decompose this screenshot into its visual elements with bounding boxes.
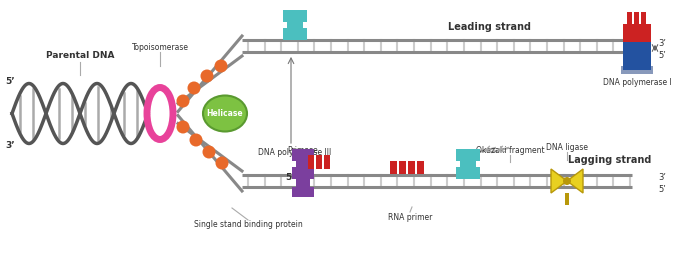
Bar — [390, 161, 397, 174]
Bar — [623, 42, 651, 70]
Bar — [621, 66, 653, 74]
Bar — [417, 161, 424, 174]
Polygon shape — [567, 169, 583, 193]
Text: 3’: 3’ — [5, 141, 15, 150]
Bar — [283, 10, 307, 22]
Text: DNA ligase: DNA ligase — [546, 143, 588, 152]
Text: 5’: 5’ — [658, 50, 666, 60]
Circle shape — [188, 81, 200, 95]
Circle shape — [202, 146, 216, 158]
Bar — [456, 167, 480, 179]
Text: 5’: 5’ — [5, 77, 15, 86]
Text: Leading strand: Leading strand — [448, 22, 532, 32]
Circle shape — [216, 157, 229, 169]
Text: RNA primer: RNA primer — [388, 213, 432, 222]
Bar — [634, 12, 639, 24]
Bar — [623, 24, 651, 42]
Bar — [296, 161, 310, 167]
Text: 5’: 5’ — [658, 186, 666, 195]
Bar — [292, 149, 314, 161]
Bar — [283, 28, 307, 40]
Bar — [456, 149, 480, 161]
Text: DNA polymerase III: DNA polymerase III — [258, 148, 332, 157]
Circle shape — [215, 60, 227, 73]
Circle shape — [177, 120, 189, 134]
Polygon shape — [551, 169, 567, 193]
Circle shape — [563, 177, 571, 185]
Circle shape — [189, 134, 202, 146]
Bar — [399, 161, 406, 174]
Bar — [565, 193, 569, 205]
Text: 5’: 5’ — [285, 172, 295, 181]
Text: Helicase: Helicase — [207, 109, 243, 118]
Text: Topoisomerase: Topoisomerase — [132, 43, 188, 52]
Text: 3’: 3’ — [658, 174, 666, 183]
Text: DNA polymerase I: DNA polymerase I — [603, 78, 672, 87]
Text: Parental DNA: Parental DNA — [46, 51, 114, 60]
Text: Lagging strand: Lagging strand — [568, 155, 651, 165]
Bar — [287, 22, 303, 28]
Bar — [308, 155, 314, 169]
Bar — [316, 155, 322, 169]
Bar — [292, 167, 314, 179]
Text: Single stand binding protein: Single stand binding protein — [193, 220, 302, 229]
Bar — [627, 12, 632, 24]
Text: Okazaki fragment: Okazaki fragment — [475, 146, 544, 155]
Circle shape — [200, 69, 213, 83]
Ellipse shape — [203, 95, 247, 132]
Text: Primase: Primase — [288, 146, 318, 155]
Bar — [623, 52, 651, 66]
Text: 3’: 3’ — [658, 39, 666, 48]
Bar — [324, 155, 330, 169]
Bar — [641, 12, 646, 24]
Bar — [292, 187, 314, 197]
Bar — [296, 179, 310, 187]
Bar — [460, 161, 476, 167]
Circle shape — [177, 95, 189, 108]
Bar — [408, 161, 415, 174]
